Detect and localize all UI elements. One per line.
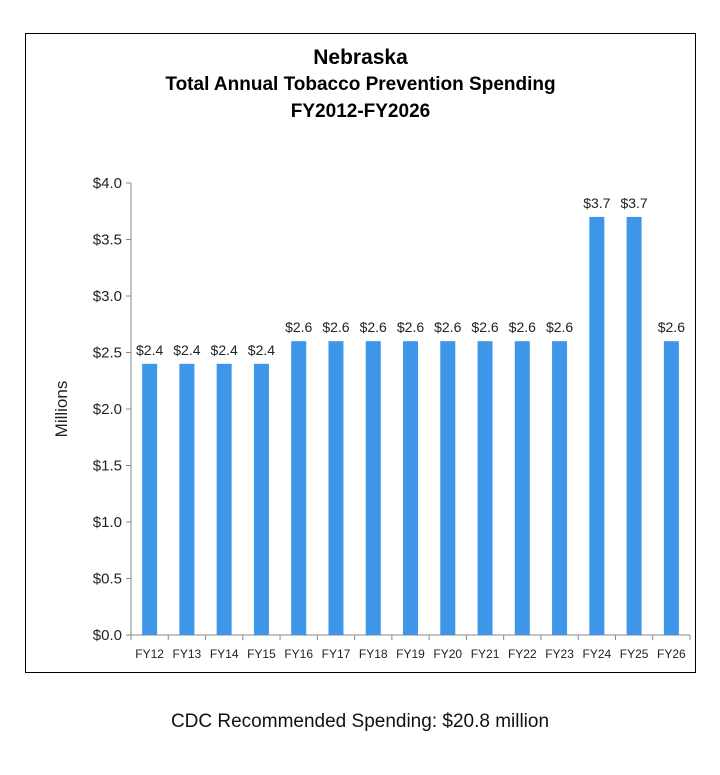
- y-tick-label: $3.0: [93, 288, 122, 305]
- chart-subtitle: Total Annual Tobacco Prevention Spending: [165, 74, 556, 95]
- data-label: $2.4: [211, 342, 238, 358]
- bar-fy18: [365, 341, 381, 635]
- y-tick-label: $0.0: [93, 627, 122, 644]
- bar-fy22: [514, 341, 530, 635]
- data-label: $2.6: [360, 319, 387, 335]
- chart-frame: [25, 33, 696, 673]
- x-tick-label: FY24: [582, 647, 611, 661]
- x-tick-label: FY25: [620, 647, 649, 661]
- y-tick-label: $4.0: [93, 175, 122, 192]
- data-label: $2.6: [397, 319, 424, 335]
- y-axis-label: Millions: [52, 381, 71, 438]
- y-tick-label: $1.0: [93, 514, 122, 531]
- x-tick-label: FY15: [247, 647, 276, 661]
- y-tick-label: $3.5: [93, 232, 122, 249]
- bar-fy15: [253, 363, 269, 635]
- data-label: $2.6: [322, 319, 349, 335]
- data-label: $2.6: [285, 319, 312, 335]
- x-tick-label: FY26: [657, 647, 686, 661]
- y-tick-label: $2.5: [93, 345, 122, 362]
- bar-fy12: [142, 363, 158, 635]
- data-label: $2.4: [248, 342, 275, 358]
- data-label: $3.7: [620, 195, 647, 211]
- bar-fy26: [663, 341, 679, 635]
- bar-fy21: [477, 341, 493, 635]
- data-label: $2.6: [658, 319, 685, 335]
- x-tick-label: FY20: [433, 647, 462, 661]
- bar-fy24: [589, 216, 605, 635]
- x-tick-label: FY16: [284, 647, 313, 661]
- data-label: $2.6: [471, 319, 498, 335]
- bar-fy13: [179, 363, 195, 635]
- bar-fy16: [291, 341, 307, 635]
- bar-fy17: [328, 341, 344, 635]
- data-label: $3.7: [583, 195, 610, 211]
- y-tick-label: $1.5: [93, 458, 122, 475]
- cdc-recommendation: CDC Recommended Spending: $20.8 million: [170, 711, 550, 732]
- bar-fy23: [552, 341, 568, 635]
- x-tick-label: FY14: [210, 647, 239, 661]
- x-tick-label: FY19: [396, 647, 425, 661]
- chart-subtitle-years: FY2012-FY2026: [290, 101, 431, 122]
- x-tick-label: FY18: [359, 647, 388, 661]
- y-tick-label: $0.5: [93, 571, 122, 588]
- data-label: $2.6: [546, 319, 573, 335]
- data-label: $2.6: [509, 319, 536, 335]
- data-label: $2.4: [173, 342, 200, 358]
- x-tick-label: FY17: [322, 647, 351, 661]
- chart-title: Nebraska: [313, 46, 408, 69]
- data-label: $2.4: [136, 342, 163, 358]
- bar-fy14: [216, 363, 232, 635]
- bar-fy25: [626, 216, 642, 635]
- x-tick-label: FY21: [471, 647, 500, 661]
- bar-fy20: [440, 341, 456, 635]
- x-tick-label: FY23: [545, 647, 574, 661]
- x-tick-label: FY13: [173, 647, 202, 661]
- x-tick-label: FY22: [508, 647, 537, 661]
- bar-fy19: [403, 341, 418, 635]
- x-tick-label: FY12: [135, 647, 164, 661]
- y-tick-label: $2.0: [93, 401, 122, 418]
- data-label: $2.6: [434, 319, 461, 335]
